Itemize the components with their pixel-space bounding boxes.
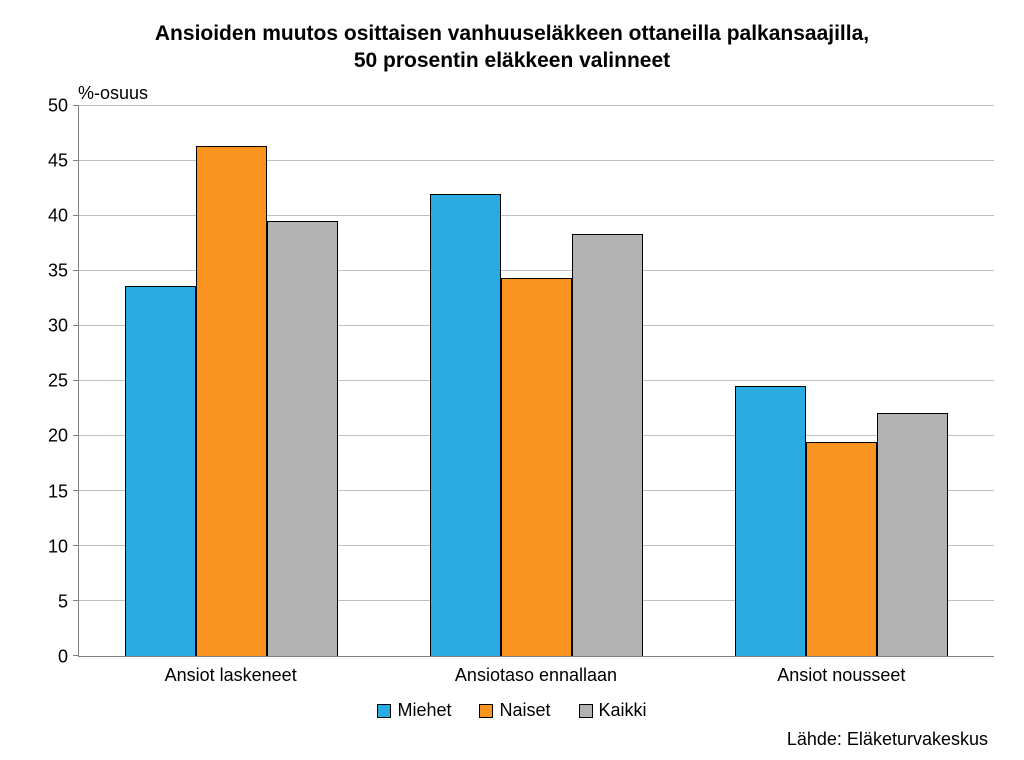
legend: Miehet Naiset Kaikki bbox=[30, 700, 994, 721]
bar bbox=[196, 146, 267, 656]
y-tick-label: 45 bbox=[48, 150, 68, 171]
chart-title-line2: 50 prosentin eläkkeen valinneet bbox=[354, 49, 670, 72]
y-tick-label: 35 bbox=[48, 261, 68, 282]
legend-item: Kaikki bbox=[579, 700, 647, 721]
legend-swatch bbox=[479, 704, 493, 718]
legend-item: Naiset bbox=[479, 700, 550, 721]
legend-label: Naiset bbox=[499, 700, 550, 721]
chart-title: Ansioiden muutos osittaisen vanhuuseläkk… bbox=[30, 20, 994, 75]
plot bbox=[78, 106, 994, 657]
y-axis: 05101520253035404550 bbox=[30, 106, 78, 657]
chart-title-line1: Ansioiden muutos osittaisen vanhuuseläkk… bbox=[155, 22, 869, 45]
legend-swatch bbox=[377, 704, 391, 718]
x-tick-label: Ansiot laskeneet bbox=[78, 665, 383, 686]
legend-label: Kaikki bbox=[599, 700, 647, 721]
bar bbox=[430, 194, 501, 656]
source-text: Lähde: Eläketurvakeskus bbox=[30, 729, 994, 750]
legend-item: Miehet bbox=[377, 700, 451, 721]
bar bbox=[877, 413, 948, 656]
bar bbox=[806, 442, 877, 656]
y-tick-label: 10 bbox=[48, 536, 68, 557]
legend-label: Miehet bbox=[397, 700, 451, 721]
y-tick-label: 30 bbox=[48, 316, 68, 337]
bar-group bbox=[689, 106, 994, 656]
bar-group bbox=[79, 106, 384, 656]
y-tick-label: 40 bbox=[48, 205, 68, 226]
x-axis: Ansiot laskeneetAnsiotaso ennallaanAnsio… bbox=[78, 665, 994, 686]
x-tick-label: Ansiot nousseet bbox=[689, 665, 994, 686]
y-axis-label: %-osuus bbox=[78, 83, 994, 104]
bar bbox=[125, 286, 196, 656]
bar bbox=[501, 278, 572, 656]
y-tick-label: 25 bbox=[48, 371, 68, 392]
y-tick-label: 15 bbox=[48, 481, 68, 502]
bar-groups bbox=[79, 106, 994, 656]
bar bbox=[267, 221, 338, 656]
y-tick-label: 5 bbox=[58, 591, 68, 612]
bar-group bbox=[384, 106, 689, 656]
y-tick-label: 20 bbox=[48, 426, 68, 447]
legend-swatch bbox=[579, 704, 593, 718]
bar bbox=[735, 386, 806, 656]
bar bbox=[572, 234, 643, 656]
plot-area: 05101520253035404550 bbox=[30, 106, 994, 657]
x-tick-label: Ansiotaso ennallaan bbox=[383, 665, 688, 686]
y-tick-label: 0 bbox=[58, 647, 68, 668]
y-tick-label: 50 bbox=[48, 95, 68, 116]
